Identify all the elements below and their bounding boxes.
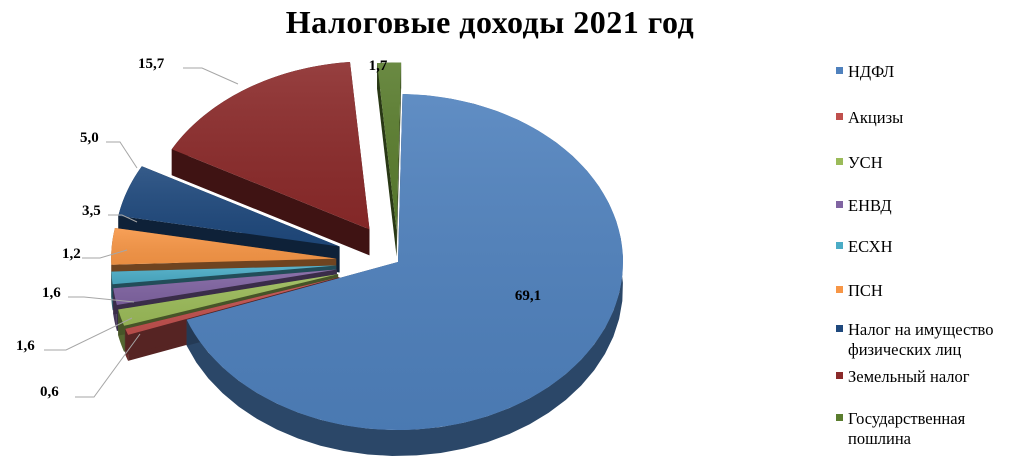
legend-swatch	[836, 67, 843, 74]
legend-label: НДФЛ	[848, 62, 895, 81]
slice-shade-земельный-налог	[171, 62, 370, 230]
data-label-земельный-налог: 15,7	[138, 56, 165, 72]
leader-line-акцизы	[75, 333, 141, 398]
legend-label: ЕСХН	[848, 237, 893, 256]
legend-swatch	[836, 286, 843, 293]
legend-label: УСН	[848, 153, 883, 172]
leader-line-налог-на-имущество-физических-лиц	[106, 141, 138, 169]
pie-chart: 69,1 0,6 1,6 1,6 1,2 3,5 5,0 15,7 1,7	[16, 56, 624, 456]
leader-line-псн	[108, 214, 138, 223]
data-label-псн: 3,5	[82, 203, 101, 219]
legend-swatch	[836, 113, 843, 120]
slice-shade-енвд	[113, 269, 337, 305]
slice-shade-ндфл	[186, 94, 624, 430]
legend-label: Государственная пошлина	[848, 409, 966, 448]
legend-label: ПСН	[848, 281, 883, 300]
legend-swatch	[836, 372, 843, 379]
slice-shade-есхн	[111, 265, 337, 285]
data-label-акцизы: 0,6	[40, 384, 59, 400]
legend-label: ЕНВД	[848, 196, 892, 215]
data-label-налог-на-имущество-физических-лиц: 5,0	[80, 130, 99, 146]
leader-line-усн	[44, 317, 133, 351]
data-label-есхн: 1,2	[62, 246, 81, 262]
slice-wall-земельный-налог-0	[171, 149, 370, 256]
legend-label: Налог на имущество физических лиц	[848, 320, 994, 359]
data-label-государственная-пошлина: 1,7	[369, 58, 388, 74]
slice-shade-налог-на-имущество-физических-лиц	[118, 166, 340, 247]
legend-swatch	[836, 201, 843, 208]
legend-swatch	[836, 242, 843, 249]
leader-line-земельный-налог	[183, 67, 239, 85]
slice-wall-государственная-пошлина-1	[396, 62, 402, 257]
legend-swatch	[836, 158, 843, 165]
data-label-енвд: 1,6	[42, 285, 61, 301]
legend-label: Земельный налог	[848, 367, 970, 386]
slice-shade-псн	[111, 227, 337, 265]
slice-wall-государственная-пошлина-0	[377, 63, 397, 257]
slice-shade-государственная-пошлина	[377, 62, 402, 231]
slice-shade-усн	[118, 274, 339, 326]
chart-title: Налоговые доходы 2021 год	[285, 4, 695, 40]
legend-label: Акцизы	[848, 108, 904, 127]
data-label-усн: 1,6	[16, 338, 35, 354]
legend-swatch	[836, 414, 843, 421]
slice-shade-акцизы	[125, 277, 340, 335]
legend-swatch	[836, 325, 843, 332]
leader-line-есхн	[82, 249, 128, 259]
data-label-ндфл: 69,1	[515, 288, 541, 304]
leader-line-енвд	[68, 296, 135, 303]
